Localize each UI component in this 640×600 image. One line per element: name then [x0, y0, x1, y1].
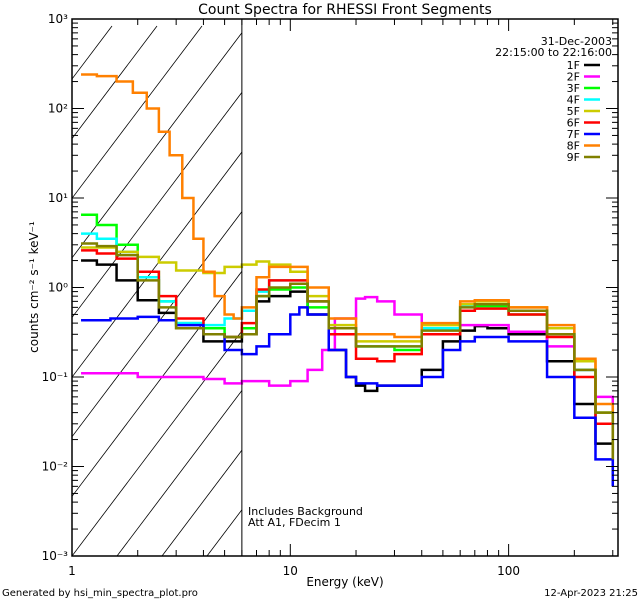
chart-title: Count Spectra for RHESSI Front Segments — [198, 2, 492, 18]
hatch-line — [72, 25, 293, 319]
footer-generator: Generated by hsi_min_spectra_plot.pro — [2, 588, 198, 599]
legend-label-9F: 9F — [567, 151, 580, 164]
series-2F — [81, 295, 615, 424]
hatch-line — [72, 25, 248, 259]
x-tick-label: 1 — [68, 564, 76, 578]
series-9F — [81, 242, 615, 460]
legend-label-3F: 3F — [567, 82, 580, 95]
hatch-line — [72, 25, 158, 140]
y-tick-label: 10² — [48, 102, 68, 116]
date-label: 31-Dec-2003 — [541, 35, 612, 48]
y-axis-label: counts cm⁻² s⁻¹ keV⁻¹ — [27, 221, 41, 353]
legend-label-1F: 1F — [567, 59, 580, 72]
annotation-background: Includes Background — [248, 505, 363, 518]
y-tick-label: 10³ — [48, 12, 68, 26]
y-tick-label: 10¹ — [48, 191, 68, 205]
y-tick-label: 10⁻³ — [42, 549, 69, 563]
legend-label-4F: 4F — [567, 94, 580, 107]
y-tick-label: 10⁰ — [48, 281, 68, 295]
x-tick-label: 100 — [497, 564, 520, 578]
hatch-line — [72, 25, 203, 199]
legend-label-8F: 8F — [567, 140, 580, 153]
x-tick-label: 10 — [283, 564, 298, 578]
annotation-attenuator: Att A1, FDecim 1 — [248, 516, 341, 529]
y-tick-label: 10⁻² — [42, 460, 69, 474]
series-8F — [81, 73, 615, 454]
legend-label-5F: 5F — [567, 105, 580, 118]
legend-label-2F: 2F — [567, 71, 580, 84]
footer-timestamp: 12-Apr-2023 21:25 — [544, 588, 638, 599]
legend-label-7F: 7F — [567, 128, 580, 141]
time-range-label: 22:15:00 to 22:16:00 — [495, 46, 612, 59]
hatch-line — [0, 26, 22, 556]
x-axis-label: Energy (keV) — [306, 575, 383, 589]
legend-label-6F: 6F — [567, 117, 580, 130]
y-tick-label: 10⁻¹ — [42, 370, 69, 384]
series-7F — [81, 306, 615, 487]
